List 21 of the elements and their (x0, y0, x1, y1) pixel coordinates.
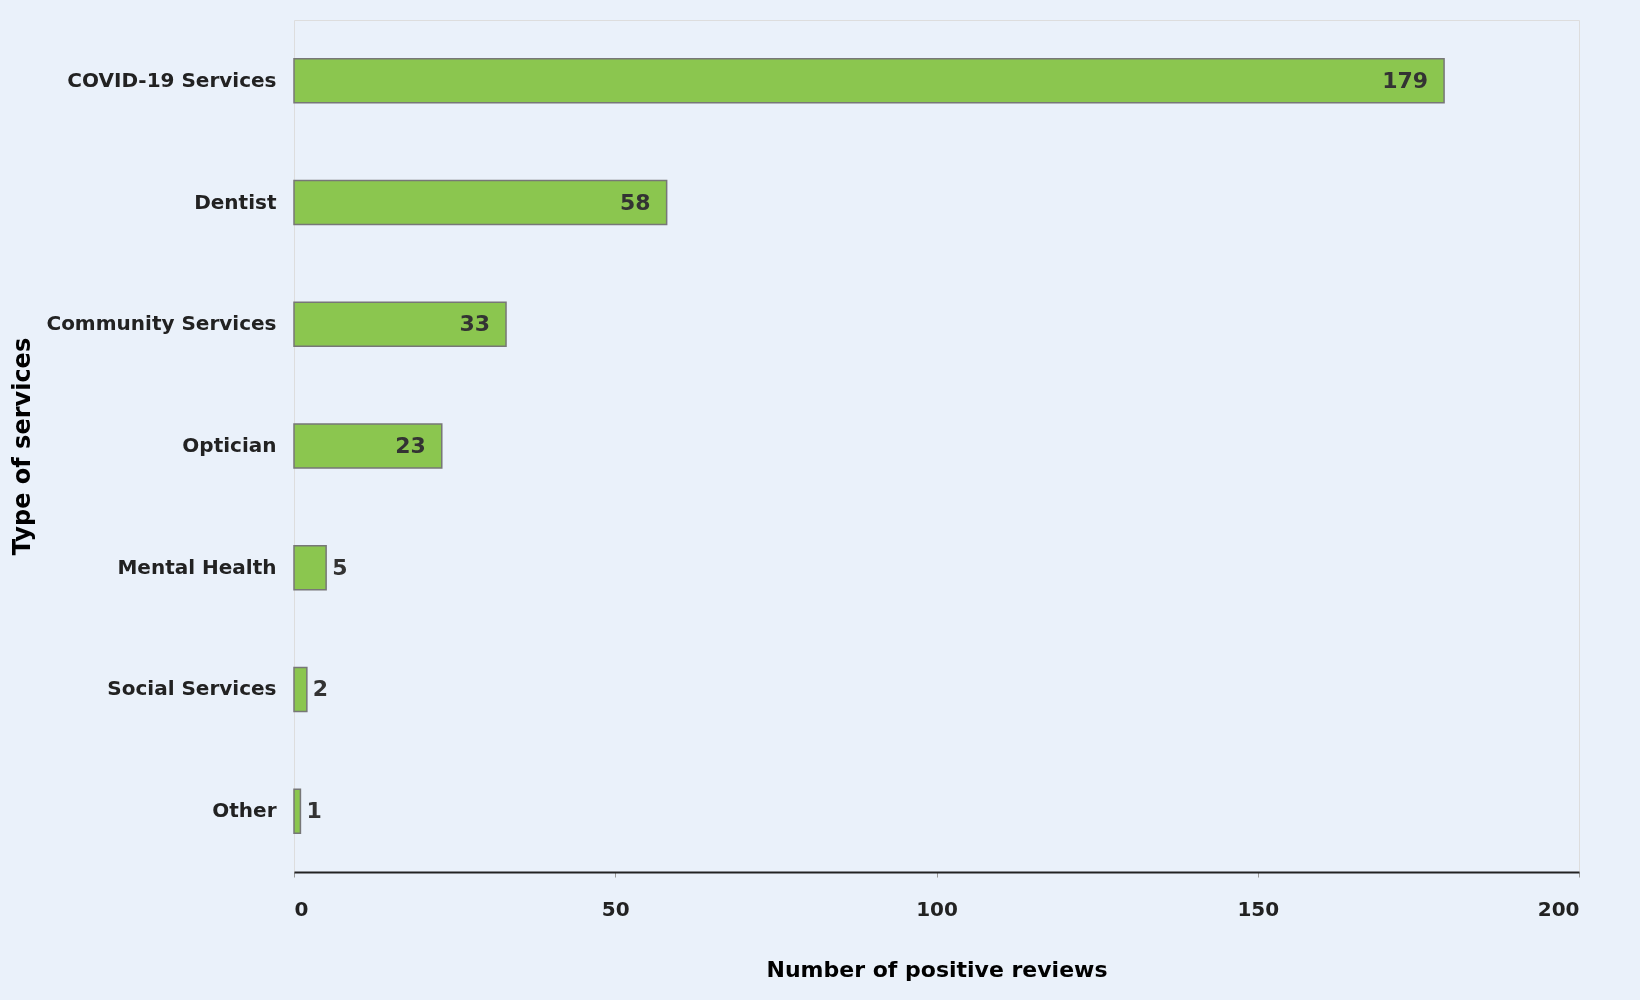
x-tick-label: 100 (916, 896, 958, 921)
x-tick-label: 50 (601, 896, 630, 921)
y-tick-label: Mental Health (117, 554, 277, 579)
data-label: 5 (332, 554, 348, 580)
y-tick-label: Dentist (194, 189, 277, 214)
x-tick-label: 0 (294, 896, 309, 921)
y-tick-label: Community Services (46, 311, 277, 336)
x-tick-label: 150 (1237, 896, 1280, 921)
data-label: 179 (1382, 67, 1429, 93)
y-tick-label: Social Services (107, 676, 277, 701)
y-tick-label: Optician (182, 433, 277, 457)
y-axis-title: Type of services (7, 337, 36, 556)
data-label: 23 (395, 433, 426, 458)
y-tick-label: COVID-19 Services (67, 67, 277, 92)
x-axis-title: Number of positive reviews (766, 956, 1108, 982)
data-label: 2 (312, 676, 329, 702)
data-label: 58 (620, 189, 651, 215)
data-label: 33 (459, 311, 491, 337)
y-tick-label: Other (212, 798, 277, 823)
x-tick-label: 200 (1537, 896, 1580, 921)
data-label: 1 (306, 798, 322, 824)
